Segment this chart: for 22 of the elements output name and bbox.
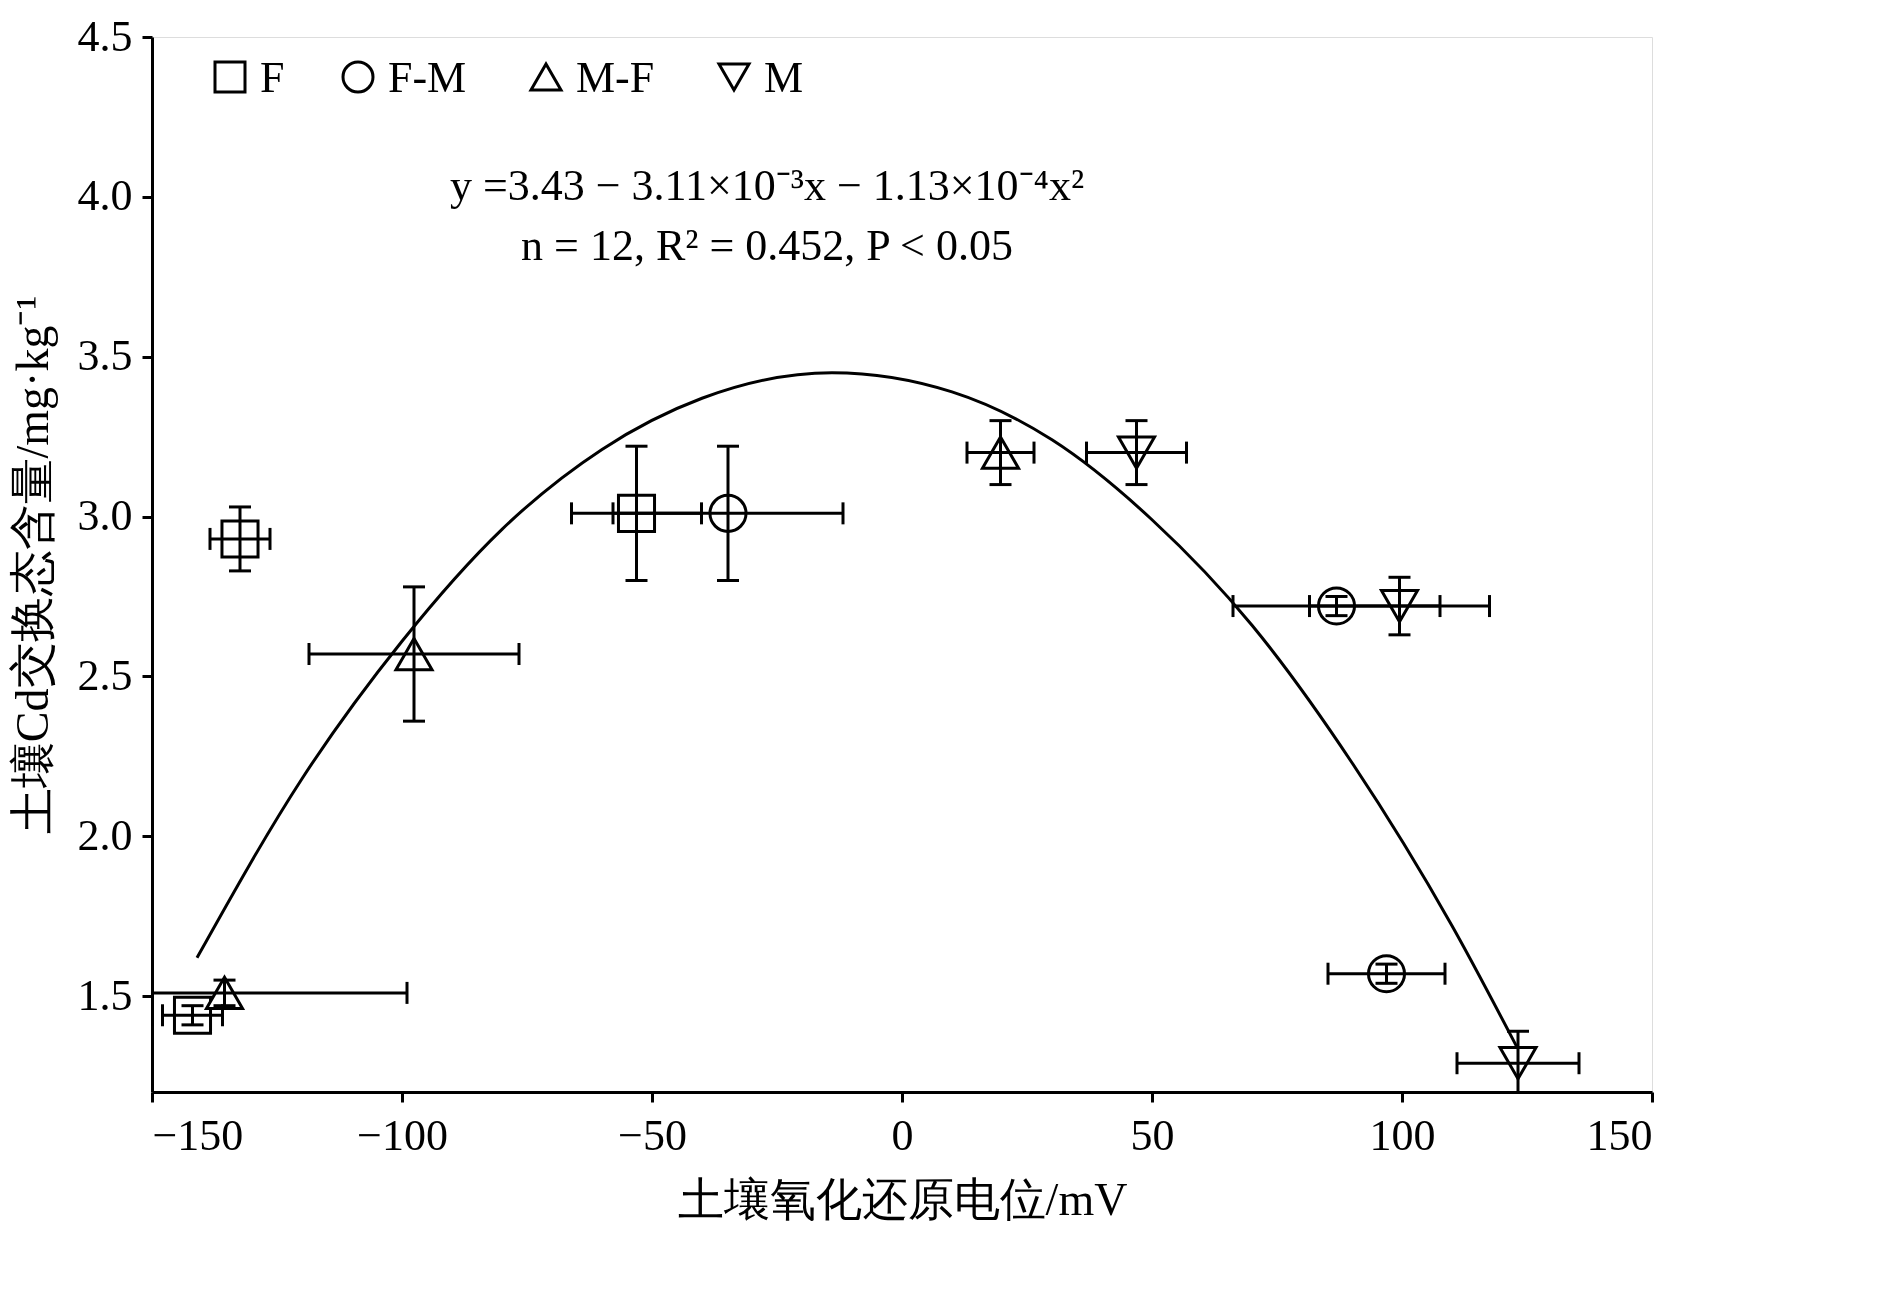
- x-tick-label: 100: [1369, 1110, 1436, 1160]
- legend-label: M-F: [576, 53, 655, 102]
- x-tick-label: 0: [891, 1110, 914, 1160]
- y-tick-label: 4.5: [77, 11, 133, 61]
- y-tick-label: 2.5: [77, 650, 133, 700]
- x-tick-label: 50: [1130, 1110, 1175, 1160]
- y-tick-label: 3.0: [77, 491, 133, 541]
- x-axis-title: 土壤氧化还原电位/mV: [677, 1173, 1128, 1225]
- y-tick-label: 1.5: [77, 970, 133, 1020]
- annotation: y =3.43 − 3.11×10⁻³x − 1.13×10⁻⁴x²: [449, 161, 1085, 210]
- x-tick-label: −100: [357, 1110, 448, 1160]
- y-tick-label: 2.0: [77, 810, 133, 860]
- legend-label: F: [260, 53, 285, 102]
- x-tick-label: 150: [1586, 1110, 1653, 1160]
- legend-label: M: [764, 53, 804, 102]
- annotation: n = 12, R² = 0.452, P < 0.05: [521, 221, 1013, 270]
- y-tick-label: 3.5: [77, 331, 133, 381]
- legend-label: F-M: [388, 53, 467, 102]
- y-axis-title: 土壤Cd交换态含量/mg·kg⁻¹: [6, 295, 58, 835]
- y-tick-label: 4.0: [77, 171, 133, 221]
- x-tick-label: −50: [618, 1110, 687, 1160]
- x-tick-label: −150: [152, 1110, 244, 1160]
